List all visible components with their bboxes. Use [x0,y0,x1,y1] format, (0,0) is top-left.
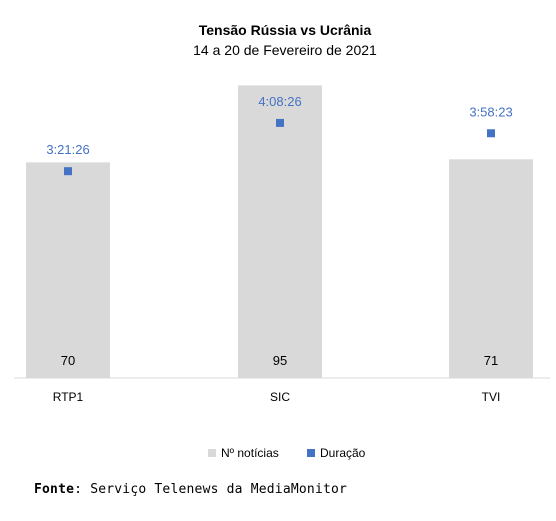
duration-marker-rtp1 [64,167,72,176]
category-label-rtp1: RTP1 [53,390,84,404]
markers-group: 3:21:26 4:08:26 3:58:23 [46,94,513,176]
duration-marker-sic [276,118,284,127]
category-labels: RTP1 SIC TVI [53,390,501,404]
bar-value-label: 71 [484,353,498,368]
category-label-sic: SIC [270,390,290,404]
chart-subtitle: 14 a 20 de Fevereiro de 2021 [193,42,377,58]
bars-group: 70 95 71 [26,85,533,379]
legend-swatch-duration [307,449,315,457]
bar-value-label: 70 [61,353,75,368]
duration-value-label: 3:21:26 [46,142,89,157]
category-label-tvi: TVI [482,390,501,404]
duration-value-label: 3:58:23 [469,104,512,119]
bar-rtp1 [26,162,110,378]
duration-value-label: 4:08:26 [258,94,301,109]
chart-title: Tensão Rússia vs Ucrânia [199,22,372,38]
bar-value-label: 95 [273,353,287,368]
legend-swatch-bars [208,449,216,457]
source-note: Fonte: Serviço Telenews da MediaMonitor [34,482,347,497]
legend: Nº notícias Duração [208,446,366,460]
legend-label-bars: Nº notícias [221,446,279,460]
source-text: : Serviço Telenews da MediaMonitor [74,482,348,497]
legend-label-duration: Duração [320,446,366,460]
bar-sic [238,85,322,379]
duration-marker-tvi [487,129,495,138]
bar-tvi [449,159,533,378]
source-label: Fonte [34,482,75,497]
